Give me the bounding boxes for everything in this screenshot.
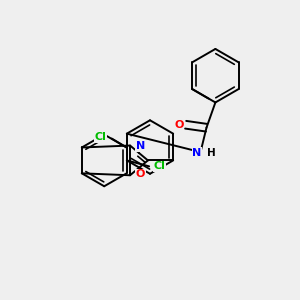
Text: N: N [136, 141, 145, 152]
Text: H: H [207, 148, 215, 158]
Text: O: O [174, 120, 184, 130]
Text: Cl: Cl [154, 161, 166, 171]
Text: N: N [192, 148, 202, 158]
Text: Cl: Cl [94, 132, 106, 142]
Text: O: O [136, 169, 145, 179]
